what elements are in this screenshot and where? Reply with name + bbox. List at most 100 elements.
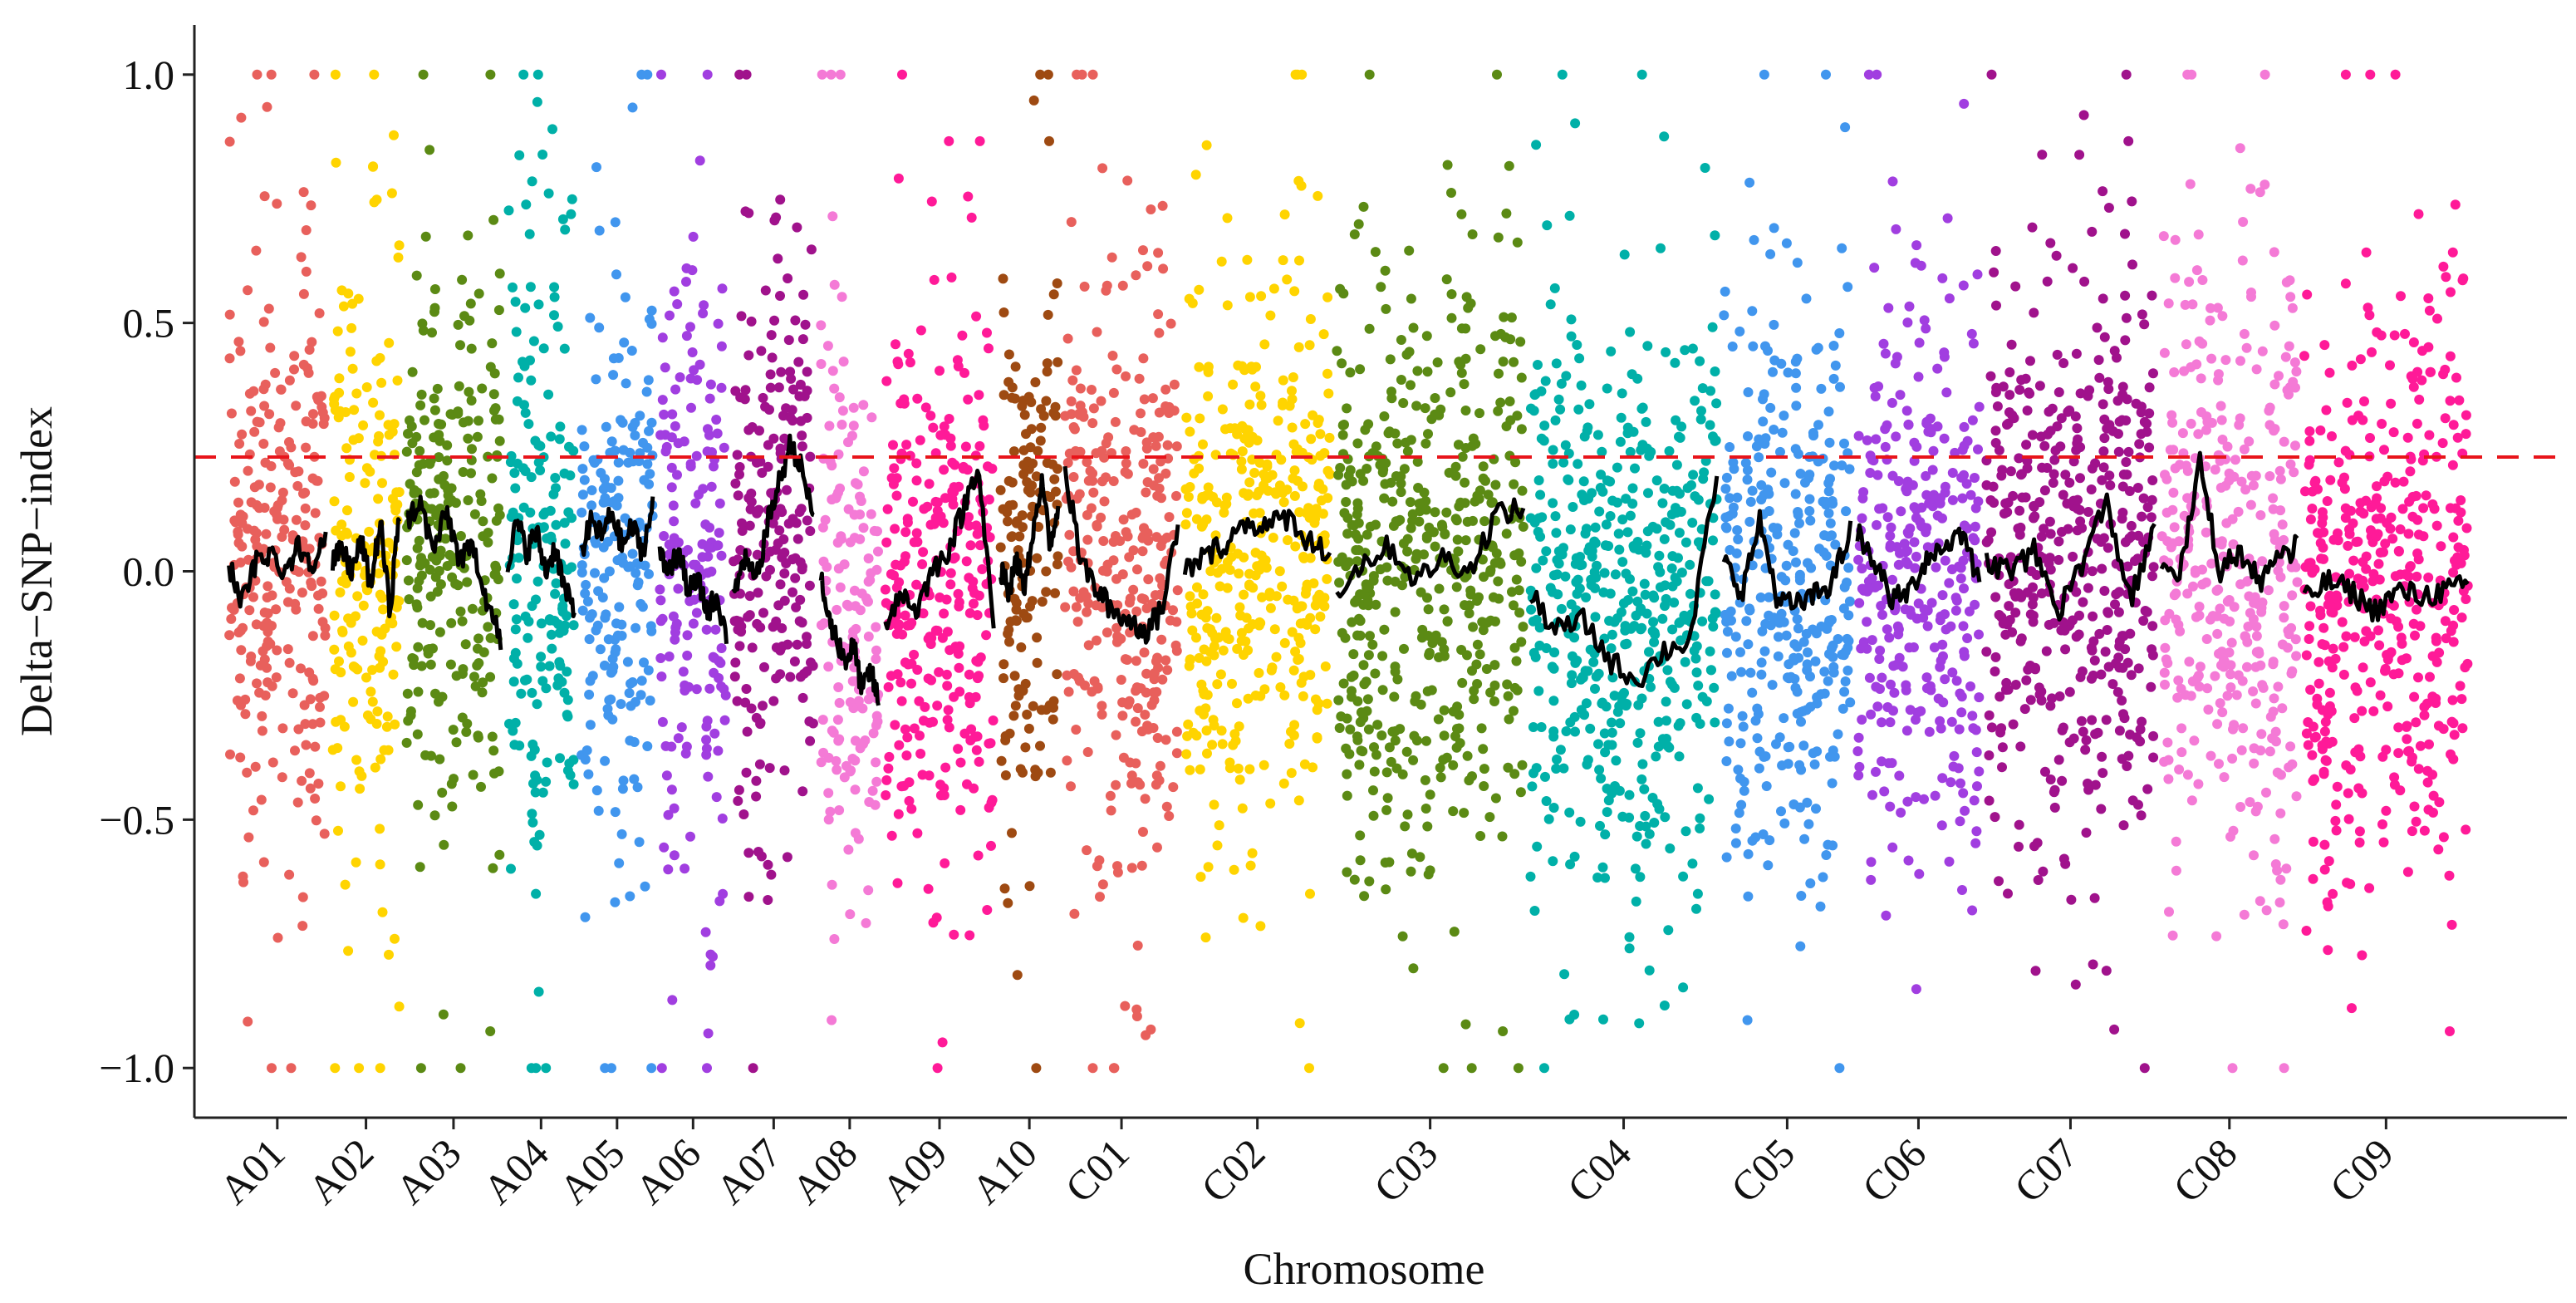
- snp-point: [1911, 551, 1921, 562]
- snp-point: [1516, 424, 1527, 435]
- snp-point: [2279, 601, 2289, 612]
- snp-point: [606, 483, 616, 494]
- snp-point: [2081, 828, 2092, 838]
- snp-point: [1828, 341, 1839, 351]
- snp-point: [557, 676, 567, 687]
- snp-point: [2025, 356, 2035, 366]
- snp-point: [518, 356, 527, 367]
- snp-point: [886, 473, 897, 484]
- snp-point: [477, 383, 488, 394]
- snp-point: [1597, 486, 1608, 497]
- snp-point: [2184, 656, 2195, 667]
- snp-point: [1818, 872, 1828, 883]
- snp-point: [490, 560, 501, 571]
- snp-point: [1732, 492, 1743, 503]
- snp-point: [1335, 283, 1346, 294]
- snp-point: [1091, 448, 1102, 459]
- snp-point: [1294, 1018, 1305, 1029]
- snp-point: [1743, 387, 1754, 397]
- snp-point: [1885, 540, 1896, 551]
- snp-point: [227, 602, 237, 613]
- snp-point: [1648, 617, 1659, 627]
- snp-point: [657, 716, 668, 727]
- snp-point: [802, 638, 812, 649]
- snp-point: [1091, 600, 1102, 611]
- snp-point: [639, 657, 649, 668]
- snp-point: [670, 627, 680, 637]
- snp-point: [1371, 750, 1381, 760]
- snp-point: [1018, 460, 1029, 470]
- snp-point: [1002, 507, 1013, 518]
- snp-point: [827, 366, 838, 376]
- snp-point: [262, 101, 272, 112]
- snp-point: [2133, 530, 2144, 541]
- snp-point: [2237, 255, 2248, 266]
- snp-point: [800, 319, 811, 330]
- snp-point: [1233, 548, 1243, 559]
- snp-point: [1902, 796, 1913, 807]
- snp-point: [1984, 795, 1995, 806]
- snp-point: [2041, 646, 2052, 656]
- snp-point: [759, 661, 769, 672]
- snp-point: [1539, 420, 1550, 431]
- snp-point: [1894, 652, 1905, 663]
- snp-point: [1543, 814, 1554, 824]
- snp-point: [965, 735, 976, 745]
- snp-point: [1974, 401, 1985, 412]
- snp-point: [435, 545, 446, 556]
- snp-point: [1790, 489, 1801, 499]
- snp-point: [1937, 513, 1947, 524]
- snp-point: [1099, 452, 1110, 463]
- snp-point: [1641, 608, 1652, 619]
- snp-point: [1510, 457, 1521, 468]
- snp-point: [730, 657, 741, 668]
- snp-point: [1576, 380, 1587, 391]
- snp-point: [1509, 706, 1519, 716]
- snp-point: [336, 519, 347, 530]
- snp-point: [313, 779, 324, 789]
- snp-point: [1631, 610, 1641, 621]
- snp-point: [1315, 612, 1326, 622]
- snp-point: [1227, 678, 1237, 689]
- chromosome-points-c07: [1981, 69, 2159, 1074]
- snp-point: [425, 620, 435, 631]
- snp-point: [2243, 622, 2254, 632]
- snp-point: [688, 231, 699, 242]
- snp-point: [1970, 521, 1980, 532]
- snp-point: [719, 715, 730, 725]
- snp-point: [2255, 187, 2265, 198]
- snp-point: [298, 288, 309, 299]
- snp-point: [1777, 427, 1788, 438]
- snp-point: [1214, 820, 1224, 831]
- snp-point: [2121, 457, 2132, 467]
- snp-point: [235, 346, 246, 356]
- snp-point: [1665, 519, 1676, 530]
- snp-point-extreme: [1031, 1063, 1042, 1074]
- snp-point: [1267, 470, 1278, 480]
- snp-point-extreme: [1043, 69, 1053, 80]
- snp-point: [1289, 286, 1300, 297]
- snp-point: [447, 572, 458, 583]
- snp-point: [2102, 625, 2112, 635]
- snp-point: [2287, 302, 2298, 313]
- snp-point: [371, 719, 382, 729]
- snp-point: [925, 411, 936, 421]
- snp-point: [1957, 493, 1968, 504]
- snp-point: [1010, 701, 1021, 711]
- snp-point: [1871, 434, 1882, 445]
- snp-point: [1972, 269, 1983, 280]
- snp-point: [834, 392, 845, 403]
- snp-point: [1117, 697, 1128, 708]
- snp-point: [1974, 692, 1985, 703]
- snp-point: [891, 339, 900, 350]
- snp-point: [1688, 470, 1699, 480]
- snp-point: [1012, 970, 1023, 981]
- snp-point: [797, 692, 808, 703]
- snp-point: [1757, 626, 1768, 637]
- snp-point: [1308, 762, 1318, 773]
- snp-point: [624, 688, 635, 698]
- snp-point: [774, 525, 785, 536]
- snp-point: [297, 588, 307, 598]
- snp-point: [1152, 842, 1162, 853]
- snp-point: [1420, 774, 1430, 785]
